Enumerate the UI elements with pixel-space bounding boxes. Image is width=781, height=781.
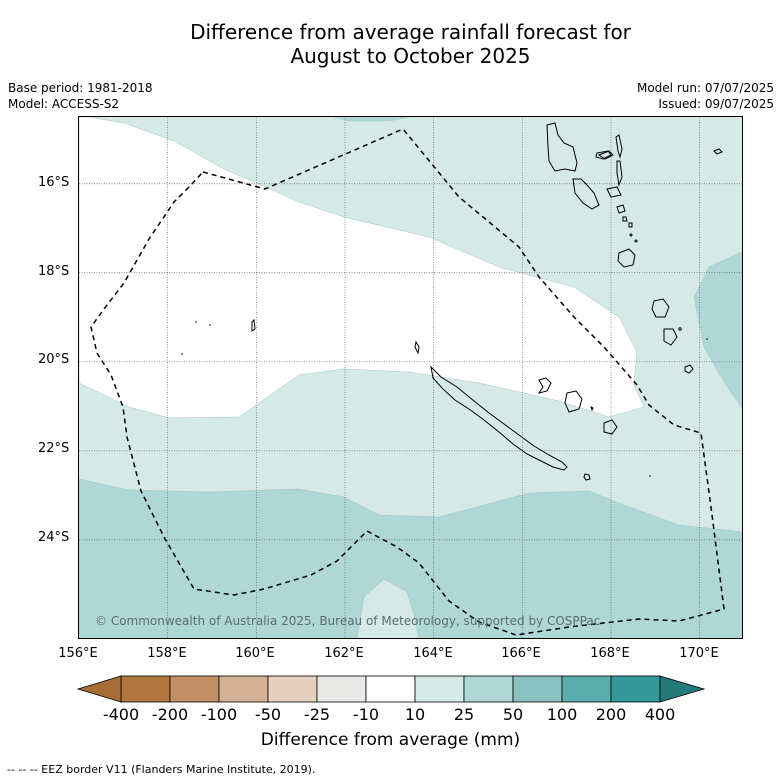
colorbar-tick-label: -50 [254,705,282,724]
colorbar-tick-label: 200 [595,705,627,724]
x-tick-label: 164°E [413,646,453,661]
belep-islands [414,340,420,355]
colorbar-swatch [218,675,269,703]
graticule [79,117,742,638]
banks-island [713,148,723,155]
colorbar-swatch [561,675,612,703]
colorbar-swatch [610,675,661,703]
malekula-island [572,178,600,210]
y-tick-label: 22°S [38,441,70,456]
maewo-island [615,134,623,159]
chesterfield-islet-small [195,321,197,323]
eez-footnote: -- -- -- EEZ border V11 (Flanders Marine… [7,763,316,776]
colorbar-label: Difference from average (mm) [260,730,521,750]
x-tick-label: 156°E [58,646,98,661]
colorbar-swatch [365,675,416,703]
colorbar-swatch [463,675,514,703]
tiga-island [590,406,594,412]
colorbar-tick-label: 25 [453,705,475,724]
x-tick-label: 166°E [501,646,541,661]
aniwa-island [678,327,682,331]
colorbar-tick-label: -25 [303,705,331,724]
new-caledonia-island [430,365,568,471]
colorbar-swatch [169,675,220,703]
colorbar-tick-label: -100 [200,705,238,724]
map-title: Difference from average rainfall forecas… [0,20,781,68]
colorbar-tick-label: -200 [151,705,189,724]
colorbar-tick-label: 50 [502,705,524,724]
band-25-50-east [693,251,742,409]
title-line-1: Difference from average rainfall forecas… [190,20,631,44]
colorbar-tick-label: 400 [644,705,676,724]
colorbar-tick-label: 100 [546,705,578,724]
base-period: Base period: 1981-2018 [8,81,153,95]
band-25-50-north [333,117,410,122]
model-run: Model run: 07/07/2025 [636,81,774,95]
pentecost-island [616,160,623,187]
tanna-island [663,328,678,346]
colorbar [76,675,706,703]
copyright-notice: © Commonwealth of Australia 2025, Bureau… [95,614,601,628]
bellona-islet [181,353,183,355]
ile-des-pins [583,473,591,481]
colorbar-tick-label: -400 [102,705,140,724]
colorbar-extend-max [659,675,706,703]
torres-islands [595,150,612,160]
erromango-islet-b [634,239,638,243]
x-tick-label: 160°E [235,646,275,661]
model-name: Model: ACCESS-S2 [8,97,120,111]
eez-border [90,128,725,636]
x-tick-label: 162°E [324,646,364,661]
hunter-island [649,475,651,477]
mare-island [603,419,618,435]
meta-left: Base period: 1981-2018 Model: ACCESS-S2 [8,80,153,112]
x-tick-label: 158°E [147,646,187,661]
issued-date: Issued: 09/07/2025 [658,97,774,111]
efate-island [617,248,636,268]
title-line-2: August to October 2025 [290,44,531,68]
espiritu-santo [546,122,578,172]
meta-right: Model run: 07/07/2025 Issued: 09/07/2025 [637,80,774,112]
matthew-island [706,338,708,340]
colorbar-swatch [414,675,465,703]
chesterfield-islet [251,318,256,332]
lifou-island [564,390,583,413]
band-10-25-tongue [357,578,419,638]
colorbar-swatch [512,675,563,703]
anatom-island [684,364,694,374]
x-tick-label: 168°E [590,646,630,661]
colorbar-extend-min [76,675,122,703]
ambrym-island [606,186,622,198]
epi-island [616,204,626,214]
erromango-island [651,298,670,318]
y-tick-label: 18°S [38,264,70,279]
band-neutral [79,117,645,419]
ouvea-island [537,377,552,394]
colorbar-swatch [316,675,367,703]
map-svg [79,117,742,638]
erromango-islet-a [629,233,633,237]
y-tick-label: 20°S [38,352,70,367]
ambae-island [597,150,614,160]
rainfall-map [78,116,743,639]
x-tick-label: 170°E [679,646,719,661]
colorbar-tick-label: -10 [352,705,380,724]
colorbar-swatch [120,675,171,703]
band-25-50-south [79,478,742,638]
shepherd-islands [622,216,633,228]
colorbar-swatch [267,675,318,703]
reef-islet [209,324,211,326]
y-tick-label: 16°S [38,175,70,190]
y-tick-label: 24°S [38,530,70,545]
colorbar-tick-label: 10 [404,705,426,724]
